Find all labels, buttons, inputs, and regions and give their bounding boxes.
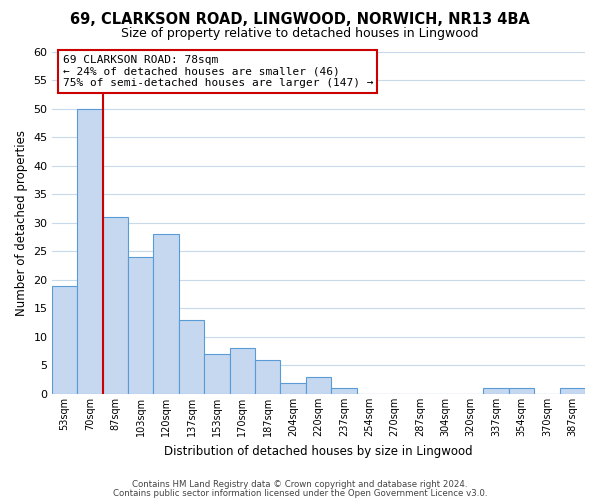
Text: 69, CLARKSON ROAD, LINGWOOD, NORWICH, NR13 4BA: 69, CLARKSON ROAD, LINGWOOD, NORWICH, NR… [70, 12, 530, 28]
Bar [103, 217, 128, 394]
Bar [128, 257, 154, 394]
Text: Contains public sector information licensed under the Open Government Licence v3: Contains public sector information licen… [113, 488, 487, 498]
Bar [509, 388, 534, 394]
Bar [52, 286, 77, 394]
Bar [204, 354, 230, 394]
Bar [179, 320, 204, 394]
Bar [255, 360, 280, 394]
Bar [560, 388, 585, 394]
Bar [230, 348, 255, 394]
Bar [154, 234, 179, 394]
Bar [331, 388, 356, 394]
Text: Size of property relative to detached houses in Lingwood: Size of property relative to detached ho… [121, 28, 479, 40]
Y-axis label: Number of detached properties: Number of detached properties [15, 130, 28, 316]
Bar [306, 377, 331, 394]
Bar [280, 382, 306, 394]
Text: 69 CLARKSON ROAD: 78sqm
← 24% of detached houses are smaller (46)
75% of semi-de: 69 CLARKSON ROAD: 78sqm ← 24% of detache… [62, 55, 373, 88]
Bar [77, 108, 103, 394]
X-axis label: Distribution of detached houses by size in Lingwood: Distribution of detached houses by size … [164, 444, 473, 458]
Bar [484, 388, 509, 394]
Text: Contains HM Land Registry data © Crown copyright and database right 2024.: Contains HM Land Registry data © Crown c… [132, 480, 468, 489]
